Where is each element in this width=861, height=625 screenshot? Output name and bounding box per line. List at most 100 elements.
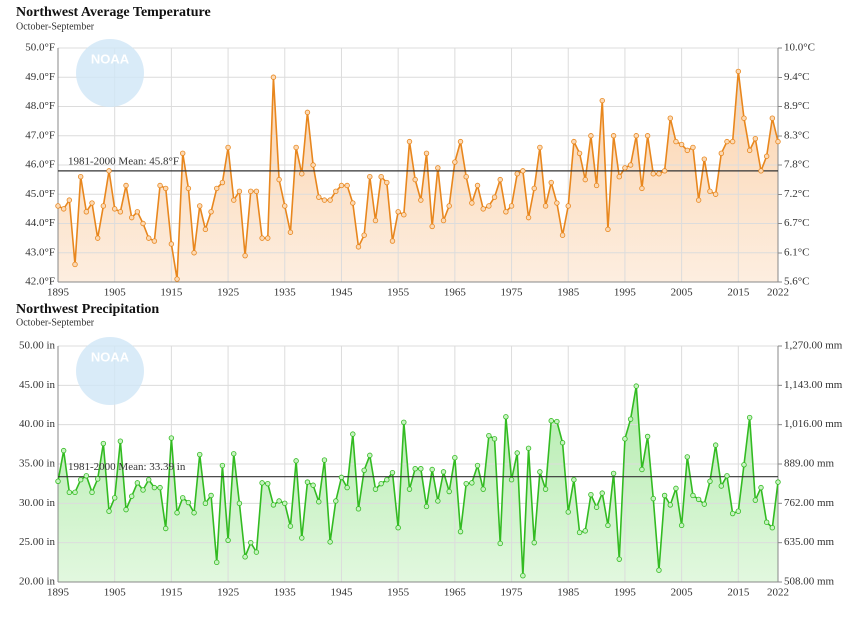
data-point (452, 455, 458, 461)
data-point (565, 509, 571, 515)
data-point (554, 200, 560, 206)
y-tick-label: 20.00 in (19, 576, 56, 588)
data-point (627, 162, 634, 168)
data-point (718, 150, 725, 156)
data-point (633, 133, 639, 139)
data-point (599, 97, 605, 104)
data-point (514, 450, 520, 456)
data-point (191, 510, 197, 516)
data-point (418, 466, 424, 472)
data-point (191, 250, 197, 256)
data-point (134, 209, 141, 215)
data-point (537, 144, 543, 151)
data-point (588, 133, 594, 139)
data-point (735, 68, 742, 75)
data-point (214, 185, 220, 192)
data-point (491, 436, 498, 442)
data-point (202, 226, 209, 233)
data-point (180, 150, 186, 156)
y-tick-label: 30.00 in (19, 497, 56, 509)
data-point (531, 539, 537, 546)
data-point (423, 503, 430, 510)
y2-tick-label: 10.0°C (784, 42, 815, 54)
x-tick-label: 1975 (501, 287, 524, 299)
data-point (571, 138, 577, 145)
data-point (639, 185, 645, 192)
data-point (259, 480, 265, 486)
data-point (520, 573, 526, 579)
data-point (622, 436, 628, 442)
data-point (185, 499, 192, 506)
data-point (265, 235, 271, 241)
data-point (724, 473, 730, 479)
data-point (94, 476, 101, 482)
data-point (746, 147, 753, 154)
data-point (338, 182, 345, 189)
data-point (452, 159, 458, 165)
y2-tick-label: 889.00 mm (784, 458, 835, 470)
data-point (497, 176, 503, 183)
data-point (242, 554, 248, 560)
data-point (741, 115, 747, 121)
data-point (163, 525, 169, 532)
data-point (225, 144, 231, 151)
y2-tick-label: 1,270.00 mm (784, 340, 843, 352)
data-point (429, 223, 435, 230)
data-point (542, 203, 549, 209)
data-point (231, 451, 237, 457)
data-point (758, 168, 764, 174)
data-point (457, 138, 464, 145)
data-point (299, 535, 305, 541)
y-tick-label: 44.0°F (25, 217, 55, 229)
y2-tick-label: 635.00 mm (784, 536, 835, 548)
data-point (72, 489, 78, 496)
data-point (423, 150, 430, 156)
data-point (77, 173, 84, 180)
y-tick-label: 49.0°F (25, 71, 55, 83)
data-point (701, 156, 707, 162)
y-tick-label: 46.0°F (25, 159, 55, 171)
data-point (106, 168, 112, 174)
x-tick-label: 1935 (274, 587, 297, 599)
y2-tick-label: 8.9°C (784, 100, 810, 112)
data-point (644, 433, 651, 440)
data-point (361, 467, 367, 473)
x-tick-label: 2022 (767, 587, 789, 599)
data-point (66, 197, 73, 203)
data-point (684, 147, 690, 154)
data-point (508, 477, 515, 483)
y2-tick-label: 9.4°C (784, 71, 810, 83)
y2-tick-label: 8.3°C (784, 130, 810, 142)
data-point (242, 252, 248, 259)
data-point (321, 457, 328, 463)
data-point (60, 447, 67, 454)
data-point (763, 519, 770, 525)
data-point (576, 529, 583, 536)
data-point (605, 226, 611, 233)
x-tick-label: 1955 (387, 287, 410, 299)
data-point (667, 502, 673, 508)
data-point (180, 495, 186, 501)
data-point (627, 416, 634, 422)
y2-tick-label: 7.2°C (784, 188, 810, 200)
mean-label: 1981-2000 Mean: 45.8°F (68, 155, 179, 167)
data-point (146, 477, 152, 483)
data-point (94, 235, 101, 241)
data-point (690, 492, 696, 499)
x-tick-label: 2005 (671, 587, 694, 599)
data-point (253, 549, 260, 555)
x-tick-label: 1955 (387, 587, 410, 599)
data-point (276, 176, 282, 183)
data-point (225, 537, 231, 544)
data-point (168, 435, 175, 441)
data-point (338, 474, 345, 481)
data-point (282, 203, 288, 209)
data-point (146, 235, 152, 241)
data-point (412, 176, 418, 183)
data-point (333, 498, 339, 504)
data-point (599, 490, 605, 496)
x-tick-label: 1945 (330, 587, 353, 599)
data-point (129, 214, 135, 221)
data-point (321, 197, 328, 203)
data-point (157, 182, 163, 189)
